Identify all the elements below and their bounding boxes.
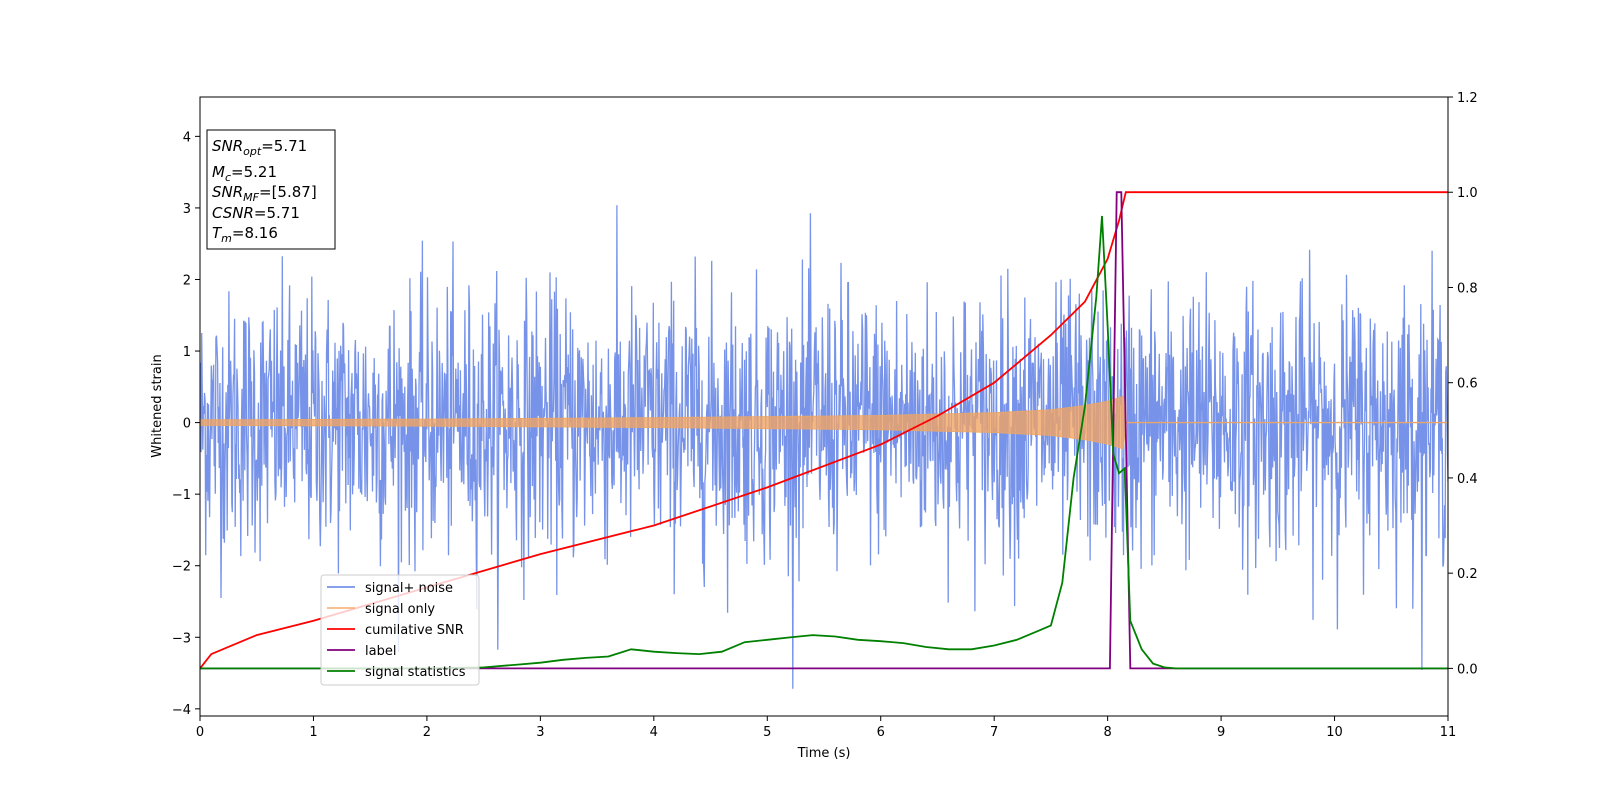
y-right-tick-label: 1.2 — [1457, 91, 1478, 106]
y-tick-label: 4 — [183, 130, 191, 145]
x-tick-label: 0 — [196, 725, 204, 740]
legend-label: signal+ noise — [365, 581, 453, 596]
x-tick-label: 3 — [536, 725, 544, 740]
series-signal-plus-noise-line — [200, 205, 1448, 689]
info-box-line: Tm=8.16 — [212, 224, 278, 245]
y-axis-label: Whitened strain — [150, 354, 165, 457]
x-tick-label: 11 — [1440, 725, 1457, 740]
legend-label: signal statistics — [365, 665, 466, 680]
info-box-line-value: =5.71 — [261, 137, 307, 155]
axes-frame — [199, 96, 1449, 717]
legend: signal+ noise signal only cumilative SNR la… — [320, 574, 480, 686]
x-tick-label: 2 — [423, 725, 431, 740]
y-tick-label: −4 — [172, 703, 191, 718]
y-tick-label: 3 — [183, 202, 191, 217]
info-box-line-subscript: m — [221, 232, 232, 245]
info-box-line-value: =5.21 — [231, 163, 277, 181]
info-box-line-subscript: opt — [243, 145, 262, 158]
x-tick-label: 1 — [309, 725, 317, 740]
y-tick-label: −3 — [172, 631, 191, 646]
x-tick-label: 5 — [763, 725, 771, 740]
info-box-line-symbol: T — [212, 224, 223, 242]
info-box-line-symbol: CSNR — [212, 204, 254, 222]
info-box-line-subscript: MF — [243, 191, 259, 204]
info-box-line-symbol: SNR — [212, 137, 243, 155]
y-right-tick-label: 0.8 — [1457, 281, 1478, 296]
y-tick-label: −2 — [172, 560, 191, 575]
y-tick-label: 1 — [183, 345, 191, 360]
series-signal-only-band — [200, 395, 1448, 450]
series-cumilative-snr-line — [200, 191, 1448, 669]
y-tick-label: 0 — [183, 417, 191, 432]
legend-label: label — [365, 644, 396, 659]
x-tick-label: 4 — [650, 725, 658, 740]
y-tick-label: 2 — [183, 273, 191, 288]
y-tick-label: −1 — [172, 488, 191, 503]
info-box-line-subscript: c — [225, 171, 231, 184]
info-box-line: CSNR=5.71 — [212, 204, 300, 222]
y-right-tick-label: 0.0 — [1457, 662, 1478, 677]
info-box: SNRopt=5.71Mc=5.21SNRMF=[5.87]CSNR=5.71T… — [206, 129, 336, 250]
info-box-line: SNRMF=[5.87] — [212, 183, 317, 204]
info-box-line-symbol: SNR — [212, 183, 243, 201]
x-tick-label: 7 — [990, 725, 998, 740]
series-signal-statistics-line — [200, 215, 1448, 670]
x-tick-label: 6 — [877, 725, 885, 740]
x-tick-label: 8 — [1103, 725, 1111, 740]
info-box-frame — [206, 129, 336, 250]
info-box-line-value: =8.16 — [232, 224, 278, 242]
x-axis-label: Time (s) — [797, 746, 851, 761]
info-box-line-value: =[5.87] — [259, 183, 317, 201]
y-right-tick-label: 1.0 — [1457, 186, 1478, 201]
info-box-line: Mc=5.21 — [212, 163, 277, 184]
legend-label: signal only — [365, 602, 435, 617]
x-tick-label: 9 — [1217, 725, 1225, 740]
y-right-tick-label: 0.2 — [1457, 567, 1478, 582]
y-right-tick-label: 0.4 — [1457, 472, 1478, 487]
info-box-line-symbol: M — [212, 163, 225, 181]
info-box-line-value: =5.71 — [254, 204, 300, 222]
info-box-line: SNRopt=5.71 — [212, 137, 307, 158]
x-tick-label: 10 — [1326, 725, 1343, 740]
legend-frame — [320, 574, 480, 686]
legend-label: cumilative SNR — [365, 623, 464, 638]
y-right-tick-label: 0.6 — [1457, 377, 1478, 392]
